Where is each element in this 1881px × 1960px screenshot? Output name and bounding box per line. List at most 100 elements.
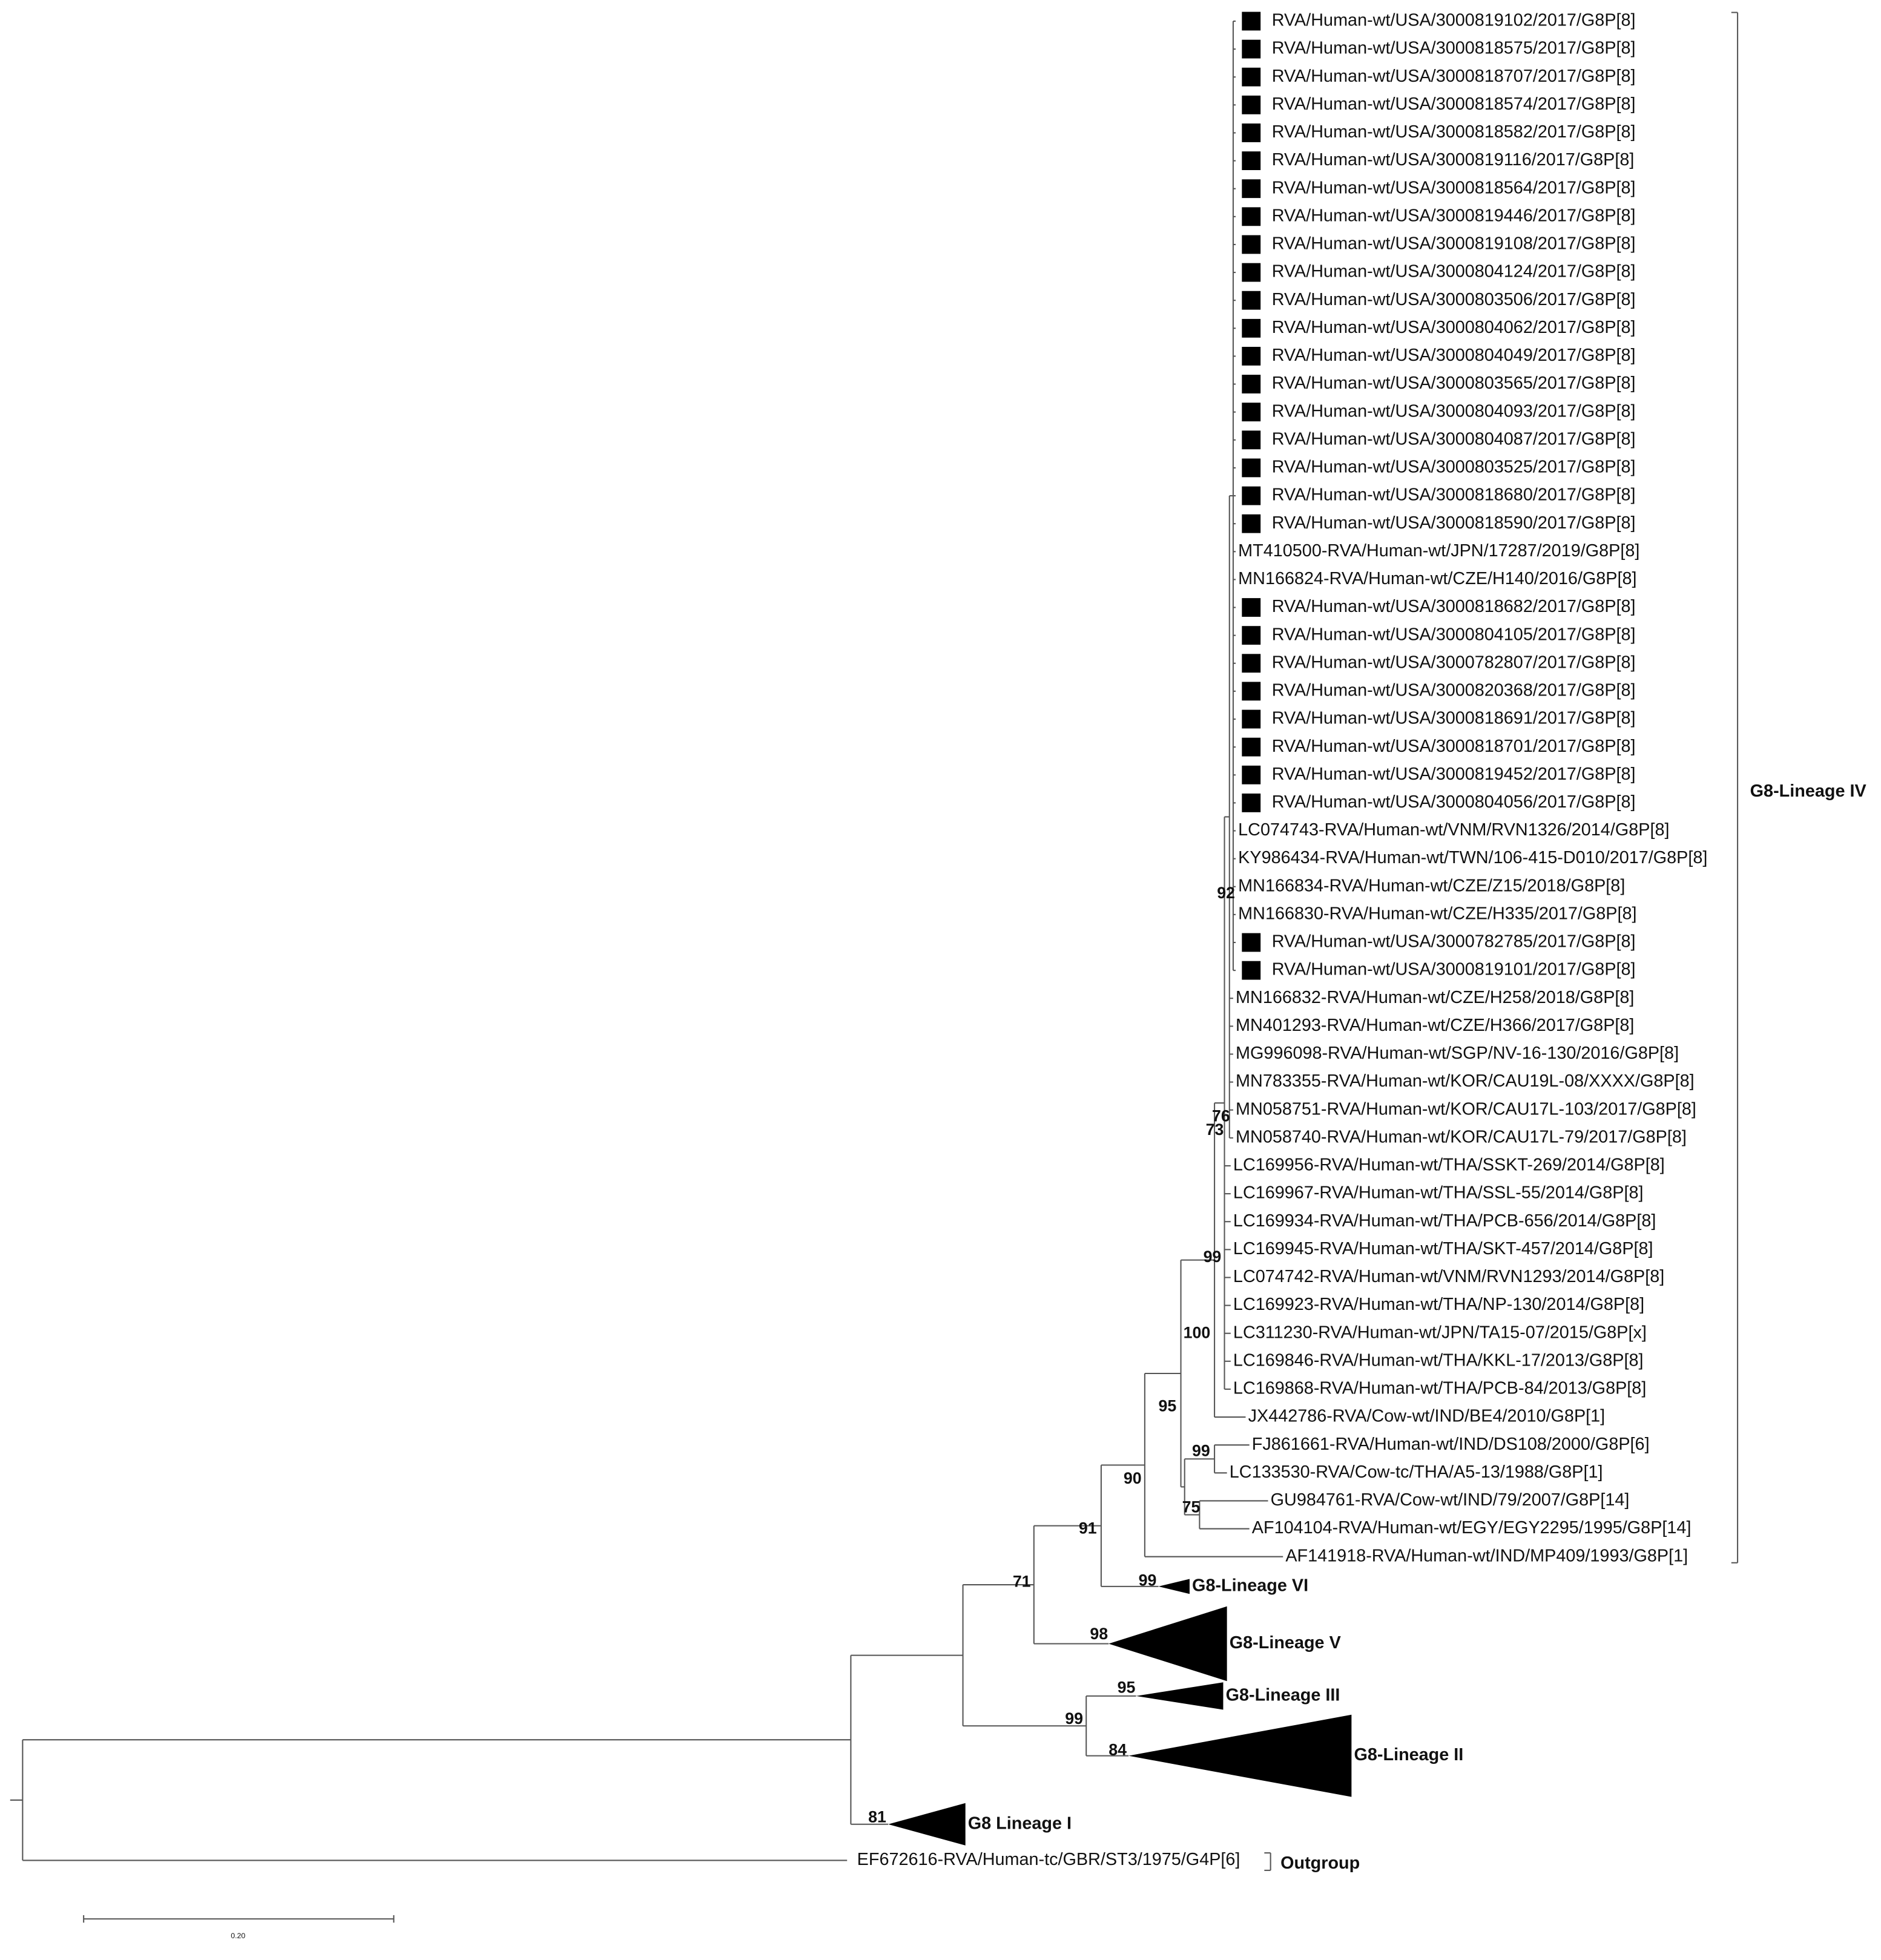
clade-label: G8-Lineage III — [1226, 1685, 1340, 1705]
sample-marker — [1242, 737, 1261, 757]
leaf-label: GU984761-RVA/Cow-wt/IND/79/2007/G8P[14] — [1271, 1490, 1630, 1510]
sample-marker — [1242, 654, 1261, 673]
leaf-label: JX442786-RVA/Cow-wt/IND/BE4/2010/G8P[1] — [1248, 1407, 1606, 1426]
bootstrap-value: 100 — [1184, 1323, 1211, 1341]
sample-marker — [1242, 375, 1261, 393]
leaf-label: MN401293-RVA/Human-wt/CZE/H366/2017/G8P[… — [1236, 1016, 1634, 1035]
leaf-label: RVA/Human-wt/USA/3000804093/2017/G8P[8] — [1272, 401, 1636, 421]
leaf-label: MN058740-RVA/Human-wt/KOR/CAU17L-79/2017… — [1236, 1127, 1687, 1146]
sample-marker — [1242, 765, 1261, 784]
clade-label: G8-Lineage VI — [1192, 1576, 1308, 1595]
sample-marker — [1242, 961, 1261, 980]
sample-marker — [1242, 598, 1261, 617]
bracket-label: G8-Lineage IV — [1750, 781, 1867, 801]
bootstrap-value: 99 — [1065, 1709, 1083, 1728]
bootstrap-value: 99 — [1192, 1442, 1210, 1460]
sample-marker — [1242, 793, 1261, 812]
scale-label: 0.20 — [231, 1932, 245, 1940]
leaf-label: MN783355-RVA/Human-wt/KOR/CAU19L-08/XXXX… — [1236, 1071, 1695, 1091]
leaf-label: RVA/Human-wt/USA/3000819446/2017/G8P[8] — [1272, 206, 1636, 225]
leaf-label: RVA/Human-wt/USA/3000818574/2017/G8P[8] — [1272, 94, 1636, 114]
sample-marker — [1242, 318, 1261, 338]
collapsed-clade — [1109, 1606, 1227, 1682]
leaf-label: RVA/Human-wt/USA/3000804056/2017/G8P[8] — [1272, 792, 1636, 812]
leaf-label: LC169923-RVA/Human-wt/THA/NP-130/2014/G8… — [1233, 1295, 1644, 1314]
leaf-label: RVA/Human-wt/USA/3000819102/2017/G8P[8] — [1272, 11, 1636, 30]
leaf-label: MN166832-RVA/Human-wt/CZE/H258/2018/G8P[… — [1236, 988, 1634, 1007]
sample-marker — [1242, 514, 1261, 533]
collapsed-clade — [1158, 1579, 1190, 1594]
sample-marker — [1242, 486, 1261, 505]
leaf-label: RVA/Human-wt/USA/3000819452/2017/G8P[8] — [1272, 765, 1636, 784]
leaf-label: RVA/Human-wt/USA/3000803506/2017/G8P[8] — [1272, 290, 1636, 309]
leaf-label: RVA/Human-wt/USA/3000818590/2017/G8P[8] — [1272, 513, 1636, 533]
sample-marker — [1242, 123, 1261, 142]
sample-marker — [1242, 403, 1261, 422]
collapsed-clade — [1136, 1682, 1224, 1710]
sample-marker — [1242, 709, 1261, 729]
leaf-label: LC169934-RVA/Human-wt/THA/PCB-656/2014/G… — [1233, 1211, 1656, 1231]
leaf-label: MN058751-RVA/Human-wt/KOR/CAU17L-103/201… — [1236, 1099, 1696, 1119]
leaf-label: RVA/Human-wt/USA/3000818680/2017/G8P[8] — [1272, 485, 1636, 505]
clade-label: G8 Lineage I — [968, 1814, 1072, 1833]
bootstrap-value: 99 — [1139, 1571, 1157, 1590]
bootstrap-value: 90 — [1124, 1469, 1142, 1487]
leaf-label: RVA/Human-wt/USA/3000804062/2017/G8P[8] — [1272, 318, 1636, 337]
sample-marker — [1242, 207, 1261, 226]
leaf-label: MN166824-RVA/Human-wt/CZE/H140/2016/G8P[… — [1238, 569, 1636, 588]
leaf-label: MG996098-RVA/Human-wt/SGP/NV-16-130/2016… — [1236, 1044, 1679, 1063]
sample-marker — [1242, 235, 1261, 254]
bootstrap-value: 81 — [868, 1808, 886, 1826]
leaf-label: RVA/Human-wt/USA/3000782807/2017/G8P[8] — [1272, 653, 1636, 672]
leaf-label: MT410500-RVA/Human-wt/JPN/17287/2019/G8P… — [1238, 541, 1639, 561]
collapsed-clade — [1128, 1714, 1352, 1797]
clade-label: G8-Lineage V — [1230, 1633, 1342, 1653]
sample-marker — [1242, 430, 1261, 450]
leaf-label: RVA/Human-wt/USA/3000818701/2017/G8P[8] — [1272, 737, 1636, 756]
sample-marker — [1242, 347, 1261, 366]
sample-marker — [1242, 12, 1261, 31]
sample-marker — [1242, 933, 1261, 952]
bootstrap-value: 91 — [1079, 1519, 1097, 1537]
leaf-label: LC169956-RVA/Human-wt/THA/SSKT-269/2014/… — [1233, 1156, 1665, 1175]
sample-marker — [1242, 95, 1261, 114]
leaf-label: RVA/Human-wt/USA/3000820368/2017/G8P[8] — [1272, 681, 1636, 700]
leaf-label: RVA/Human-wt/USA/3000818582/2017/G8P[8] — [1272, 122, 1636, 142]
sample-marker — [1242, 626, 1261, 645]
bootstrap-value: 71 — [1013, 1573, 1031, 1591]
leaf-label: RVA/Human-wt/USA/3000804087/2017/G8P[8] — [1272, 429, 1636, 449]
leaf-label: RVA/Human-wt/USA/3000819116/2017/G8P[8] — [1272, 150, 1635, 169]
leaf-label: KY986434-RVA/Human-wt/TWN/106-415-D010/2… — [1238, 848, 1707, 867]
bootstrap-value: 92 — [1217, 884, 1235, 902]
collapsed-clade — [888, 1803, 966, 1846]
sample-marker — [1242, 263, 1261, 282]
bootstrap-value: 95 — [1159, 1397, 1177, 1415]
leaf-label: RVA/Human-wt/USA/3000819108/2017/G8P[8] — [1272, 234, 1636, 254]
leaf-label: RVA/Human-wt/USA/3000818575/2017/G8P[8] — [1272, 39, 1636, 58]
sample-marker — [1242, 151, 1261, 171]
bootstrap-value: 76 — [1212, 1107, 1230, 1125]
leaf-label: RVA/Human-wt/USA/3000803565/2017/G8P[8] — [1272, 373, 1636, 393]
leaf-label: FJ861661-RVA/Human-wt/IND/DS108/2000/G8P… — [1252, 1435, 1650, 1454]
sample-marker — [1242, 67, 1261, 87]
leaf-label: RVA/Human-wt/USA/3000804124/2017/G8P[8] — [1272, 262, 1636, 281]
bracket-label: Outgroup — [1280, 1853, 1360, 1873]
leaf-label: RVA/Human-wt/USA/3000819101/2017/G8P[8] — [1272, 960, 1636, 979]
leaf-label: LC074743-RVA/Human-wt/VNM/RVN1326/2014/G… — [1238, 820, 1669, 840]
leaf-label: RVA/Human-wt/USA/3000804049/2017/G8P[8] — [1272, 346, 1636, 365]
sample-marker — [1242, 291, 1261, 310]
leaf-label: LC169967-RVA/Human-wt/THA/SSL-55/2014/G8… — [1233, 1183, 1644, 1203]
leaf-label: RVA/Human-wt/USA/3000804105/2017/G8P[8] — [1272, 625, 1636, 644]
bootstrap-value: 95 — [1118, 1679, 1136, 1697]
leaf-label: MN166834-RVA/Human-wt/CZE/Z15/2018/G8P[8… — [1238, 876, 1625, 895]
sample-marker — [1242, 682, 1261, 701]
leaf-label: LC074742-RVA/Human-wt/VNM/RVN1293/2014/G… — [1233, 1267, 1664, 1286]
leaf-label: LC169945-RVA/Human-wt/THA/SKT-457/2014/G… — [1233, 1239, 1653, 1258]
leaf-label: RVA/Human-wt/USA/3000818682/2017/G8P[8] — [1272, 597, 1636, 616]
bootstrap-value: 99 — [1204, 1248, 1222, 1266]
bootstrap-value: 98 — [1090, 1625, 1108, 1643]
bootstrap-value: 73 — [1206, 1120, 1224, 1139]
bootstrap-value: 84 — [1109, 1740, 1127, 1758]
